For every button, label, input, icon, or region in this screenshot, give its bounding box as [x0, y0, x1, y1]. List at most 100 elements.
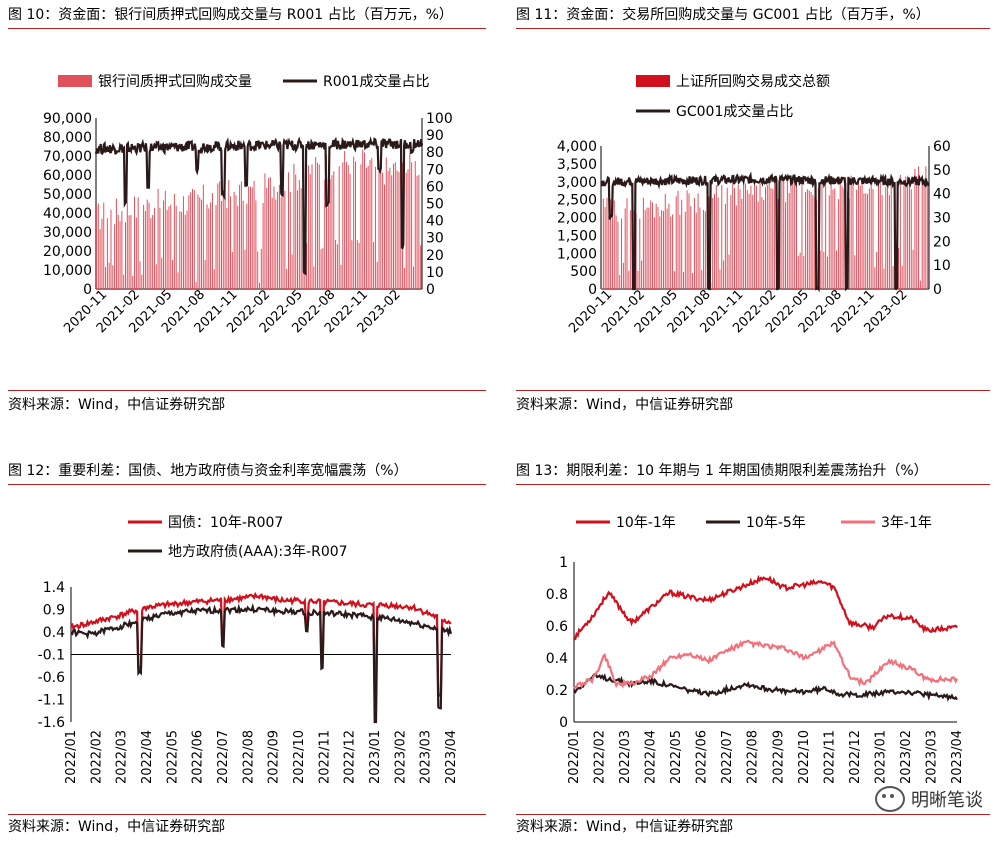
bar: [750, 185, 752, 289]
bar: [101, 218, 103, 289]
bar: [806, 189, 808, 289]
y-tick-label: 0.8: [546, 587, 568, 603]
bar: [868, 188, 870, 289]
bar: [768, 178, 770, 289]
chart-panel-exchange-repo: 图 11：资金面：交易所回购成交量与 GC001 占比（百万手，%） 上证所回购…: [516, 6, 990, 418]
y-tick-label-left: 3,500: [557, 157, 597, 173]
bar: [857, 179, 859, 289]
x-tick-label: 2023/04: [444, 730, 459, 784]
chart-title: 图 10：资金面：银行间质押式回购成交量与 R001 占比（百万元，%）: [8, 7, 453, 23]
bar: [220, 200, 222, 289]
bar: [235, 195, 237, 289]
bar: [191, 188, 193, 289]
legend-swatch: [58, 75, 92, 87]
bar: [848, 198, 850, 289]
bar: [790, 177, 792, 289]
x-tick-label: 2023/02: [899, 730, 914, 784]
bar: [876, 251, 878, 289]
bar: [374, 166, 376, 289]
bar: [179, 211, 181, 289]
legend-label: GC001成交量占比: [676, 103, 793, 120]
bar: [662, 211, 664, 289]
bar: [396, 170, 398, 289]
bar: [313, 266, 315, 289]
x-tick-label: 2022/10: [797, 730, 812, 784]
bar: [788, 193, 790, 289]
bar: [282, 187, 284, 289]
bar: [843, 188, 845, 289]
bar: [403, 267, 405, 289]
bar: [783, 178, 785, 289]
bar: [821, 179, 823, 289]
bar: [369, 160, 371, 289]
y-tick-label-left: 40,000: [43, 206, 92, 222]
source-rule: [8, 814, 486, 815]
bar: [903, 185, 905, 289]
bar: [253, 180, 255, 289]
bar: [333, 171, 335, 289]
y-tick-label-right: 20: [426, 248, 444, 264]
bar: [105, 266, 107, 289]
bar: [360, 164, 362, 289]
bar: [123, 274, 125, 289]
bar: [358, 242, 360, 289]
series-line: [70, 591, 452, 699]
bar: [231, 252, 233, 289]
bar: [814, 197, 816, 289]
y-tick-label: 0.9: [43, 603, 65, 619]
bar: [610, 199, 612, 289]
bar: [856, 189, 858, 289]
bar: [888, 195, 890, 289]
bar: [398, 171, 400, 289]
y-tick-label-right: 30: [426, 231, 444, 247]
bar: [841, 186, 843, 289]
bar: [327, 179, 329, 289]
bar: [222, 193, 224, 289]
bar: [688, 193, 690, 289]
bar: [193, 189, 195, 289]
bar: [692, 273, 694, 289]
x-tick-label: 2022/07: [216, 730, 231, 784]
chart-svg: 银行间质押式回购成交量 R001成交量占比 0 10,000 20,000 30,000 4…: [43, 73, 453, 336]
bar: [905, 176, 907, 289]
bar: [850, 175, 852, 289]
bar: [119, 221, 121, 289]
x-tick-label: 2023/02: [393, 730, 408, 784]
watermark-text: 明晰笔谈: [911, 790, 983, 811]
y-tick-label-left: 0: [83, 282, 92, 298]
bar: [326, 154, 328, 289]
bar: [743, 183, 745, 289]
bar: [770, 188, 772, 289]
legend-label: R001成交量占比: [323, 73, 429, 90]
bar: [181, 211, 183, 289]
bar: [356, 240, 358, 289]
bar: [673, 271, 675, 289]
bar: [304, 266, 306, 289]
bar: [744, 183, 746, 289]
bar: [318, 164, 320, 289]
bar: [365, 167, 367, 289]
bar: [604, 207, 606, 289]
bar: [672, 214, 674, 289]
bar: [297, 190, 299, 289]
bar: [173, 193, 175, 289]
bar: [96, 204, 97, 289]
bar: [157, 188, 159, 289]
x-tick-label: 2023/03: [419, 730, 434, 784]
bar: [264, 173, 266, 289]
bar: [808, 190, 810, 289]
bar: [391, 175, 393, 289]
bar: [626, 198, 628, 289]
bar: [152, 215, 154, 289]
bar: [761, 197, 763, 289]
bar: [344, 150, 346, 289]
bar: [828, 195, 830, 289]
bar: [648, 207, 650, 289]
y-tick-label-left: 500: [570, 264, 597, 280]
bar: [211, 193, 213, 289]
bar: [925, 166, 927, 289]
bar: [608, 215, 610, 289]
bar: [644, 210, 646, 289]
bar: [309, 173, 311, 289]
x-tick-label: 2022/12: [848, 730, 863, 784]
